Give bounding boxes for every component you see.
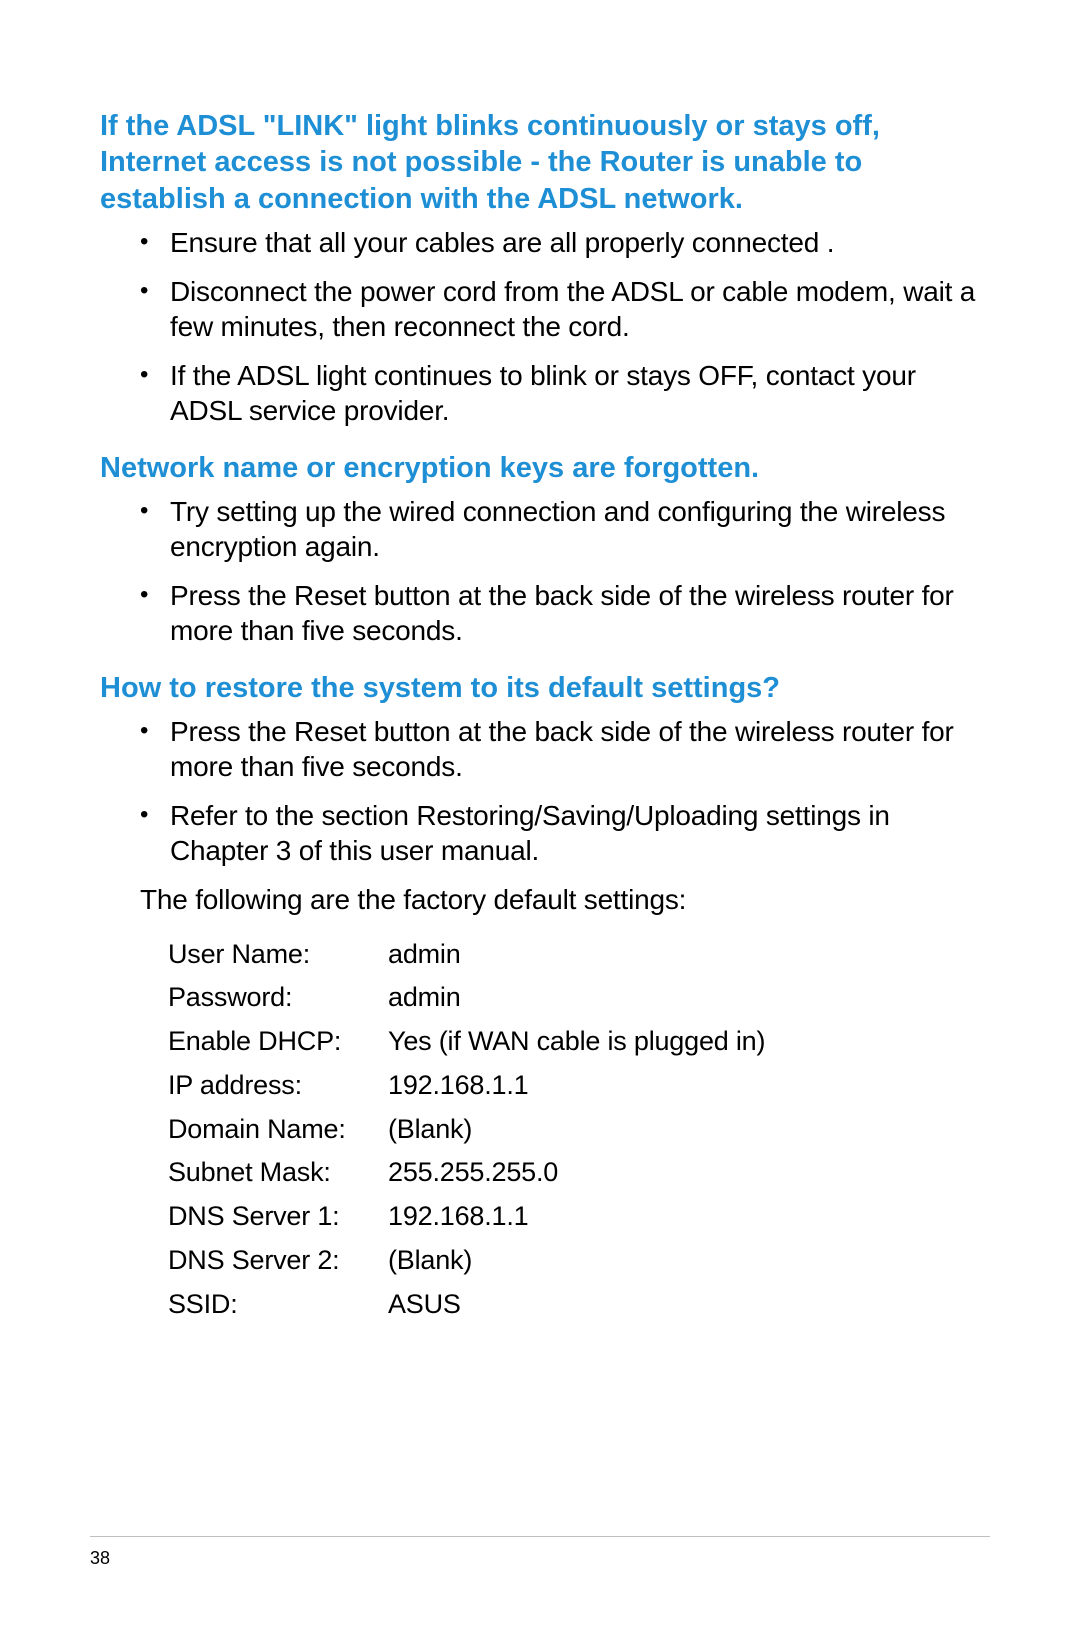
defaults-table: User Name: admin Password: admin Enable … bbox=[168, 933, 765, 1327]
bullet-list-adsl: Ensure that all your cables are all prop… bbox=[100, 225, 990, 428]
table-row: User Name: admin bbox=[168, 933, 765, 977]
default-label: IP address: bbox=[168, 1064, 378, 1108]
table-row: Domain Name: (Blank) bbox=[168, 1108, 765, 1152]
list-item: Press the Reset button at the back side … bbox=[140, 714, 990, 784]
default-label: Subnet Mask: bbox=[168, 1151, 378, 1195]
page-number: 38 bbox=[90, 1548, 110, 1569]
default-value: (Blank) bbox=[378, 1239, 765, 1283]
list-item: Disconnect the power cord from the ADSL … bbox=[140, 274, 990, 344]
default-label: DNS Server 2: bbox=[168, 1239, 378, 1283]
table-row: Subnet Mask: 255.255.255.0 bbox=[168, 1151, 765, 1195]
defaults-intro-text: The following are the factory default se… bbox=[100, 882, 990, 918]
default-label: DNS Server 1: bbox=[168, 1195, 378, 1239]
bullet-list-restore: Press the Reset button at the back side … bbox=[100, 714, 990, 868]
default-value: ASUS bbox=[378, 1283, 765, 1327]
default-label: Domain Name: bbox=[168, 1108, 378, 1152]
default-label: Enable DHCP: bbox=[168, 1020, 378, 1064]
table-row: Password: admin bbox=[168, 976, 765, 1020]
table-row: SSID: ASUS bbox=[168, 1283, 765, 1327]
list-item: Press the Reset button at the back side … bbox=[140, 578, 990, 648]
section-heading-restore-defaults: How to restore the system to its default… bbox=[100, 670, 990, 706]
default-label: SSID: bbox=[168, 1283, 378, 1327]
default-value: 192.168.1.1 bbox=[378, 1195, 765, 1239]
section-heading-adsl: If the ADSL "LINK" light blinks continuo… bbox=[100, 108, 990, 217]
default-value: 255.255.255.0 bbox=[378, 1151, 765, 1195]
list-item: If the ADSL light continues to blink or … bbox=[140, 358, 990, 428]
default-label: Password: bbox=[168, 976, 378, 1020]
list-item: Try setting up the wired connection and … bbox=[140, 494, 990, 564]
default-value: (Blank) bbox=[378, 1108, 765, 1152]
table-row: Enable DHCP: Yes (if WAN cable is plugge… bbox=[168, 1020, 765, 1064]
default-value: admin bbox=[378, 933, 765, 977]
table-row: DNS Server 2: (Blank) bbox=[168, 1239, 765, 1283]
section-heading-network-name: Network name or encryption keys are forg… bbox=[100, 450, 990, 486]
bullet-list-network-name: Try setting up the wired connection and … bbox=[100, 494, 990, 648]
list-item: Refer to the section Restoring/Saving/Up… bbox=[140, 798, 990, 868]
table-row: DNS Server 1: 192.168.1.1 bbox=[168, 1195, 765, 1239]
default-value: admin bbox=[378, 976, 765, 1020]
default-value: Yes (if WAN cable is plugged in) bbox=[378, 1020, 765, 1064]
table-row: IP address: 192.168.1.1 bbox=[168, 1064, 765, 1108]
default-label: User Name: bbox=[168, 933, 378, 977]
manual-page: If the ADSL "LINK" light blinks continuo… bbox=[0, 0, 1080, 1627]
list-item: Ensure that all your cables are all prop… bbox=[140, 225, 990, 260]
default-value: 192.168.1.1 bbox=[378, 1064, 765, 1108]
footer-rule bbox=[90, 1536, 990, 1537]
